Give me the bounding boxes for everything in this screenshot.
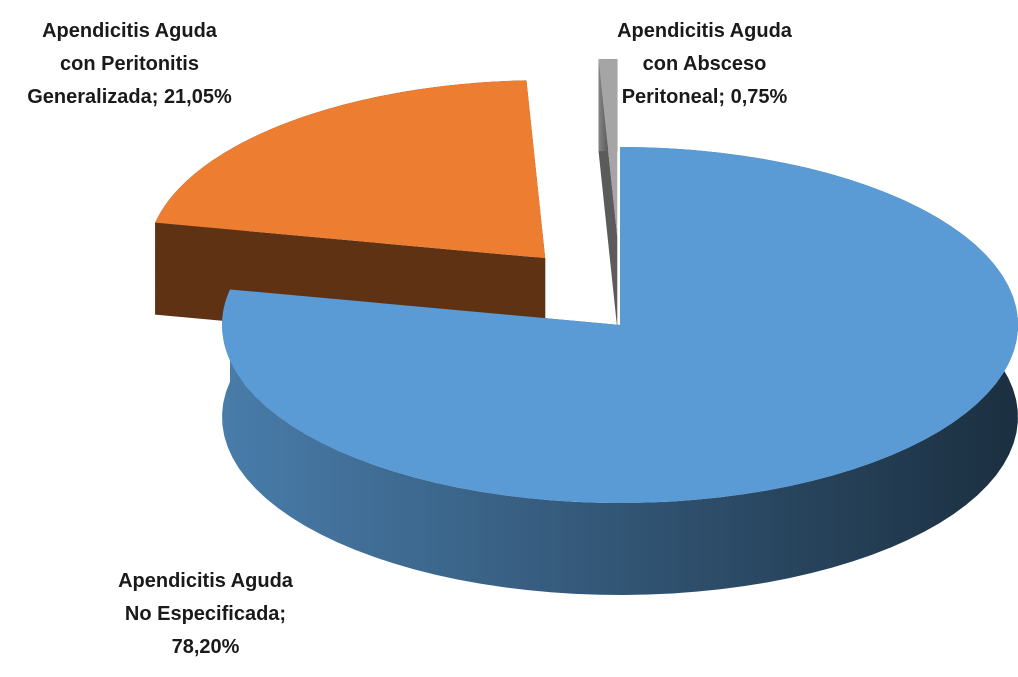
slice-top [222, 147, 1018, 503]
data-label: Apendicitis Aguda con Peritonitis Genera… [27, 20, 232, 108]
slice-top [598, 59, 618, 238]
data-label: Apendicitis Aguda con Absceso Peritoneal… [617, 20, 792, 108]
data-label: Apendicitis Aguda No Especificada; 78,20… [118, 570, 293, 658]
slice-top [155, 80, 546, 259]
